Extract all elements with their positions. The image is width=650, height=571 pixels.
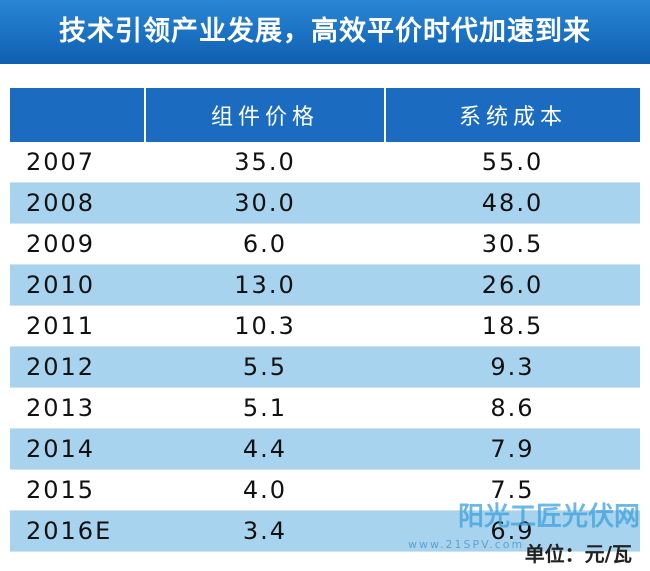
value-cell: 9.3 xyxy=(385,346,640,388)
value-cell: 30.0 xyxy=(145,182,385,224)
year-cell: 2008 xyxy=(10,182,145,224)
value-cell: 7.9 xyxy=(385,428,640,470)
value-cell: 4.0 xyxy=(145,469,385,511)
table-row: 2011 10.3 18.5 xyxy=(10,305,640,347)
value-cell: 26.0 xyxy=(385,264,640,306)
table-row: 2007 35.0 55.0 xyxy=(10,142,640,183)
value-cell: 8.6 xyxy=(385,387,640,429)
price-table: 组件价格 系统成本 2007 35.0 55.0 2008 30.0 48.0 2009 6.0… xyxy=(10,88,640,552)
table-row: 2015 4.0 7.5 xyxy=(10,469,640,511)
watermark: 阳光工匠光伏网 xyxy=(458,502,641,532)
year-cell: 2013 xyxy=(10,387,145,429)
table-row: 2013 5.1 8.6 xyxy=(10,387,640,429)
year-cell: 2012 xyxy=(10,346,145,388)
value-cell: 7.5 xyxy=(385,469,640,511)
value-cell: 10.3 xyxy=(145,305,385,347)
header-cell: 系统成本 xyxy=(385,88,640,142)
header-cell: 组件价格 xyxy=(145,88,386,142)
year-cell: 2016E xyxy=(10,510,145,552)
table-row: 2014 4.4 7.9 xyxy=(10,428,640,470)
unit-note: 单位：元/瓦 xyxy=(524,542,632,566)
value-cell: 35.0 xyxy=(145,142,385,183)
table-row: 2016E 3.4 6.9 xyxy=(10,510,640,552)
header-row: 组件价格 系统成本 xyxy=(10,88,640,142)
year-cell: 2015 xyxy=(10,469,145,511)
value-cell: 30.5 xyxy=(385,223,640,265)
table-row: 2012 5.5 9.3 xyxy=(10,346,640,388)
value-cell: 48.0 xyxy=(385,182,640,224)
title-banner: 技术引领产业发展，高效平价时代加速到来 xyxy=(0,0,650,64)
value-cell: 18.5 xyxy=(385,305,640,347)
value-cell: 6.9 xyxy=(385,510,640,552)
value-cell: 4.4 xyxy=(145,428,385,470)
value-cell: 3.4 xyxy=(145,510,385,552)
table-row: 2010 13.0 26.0 xyxy=(10,264,640,306)
year-cell: 2014 xyxy=(10,428,145,470)
header-cell xyxy=(10,88,146,142)
year-cell: 2009 xyxy=(10,223,145,265)
year-cell: 2010 xyxy=(10,264,145,306)
year-cell: 2007 xyxy=(10,142,145,183)
value-cell: 5.5 xyxy=(145,346,385,388)
year-cell: 2011 xyxy=(10,305,145,347)
value-cell: 5.1 xyxy=(145,387,385,429)
value-cell: 13.0 xyxy=(145,264,385,306)
table-row: 2008 30.0 48.0 xyxy=(10,182,640,224)
value-cell: 55.0 xyxy=(385,142,640,183)
watermark-url: www.21SPV.com xyxy=(408,538,525,551)
table-row: 2009 6.0 30.5 xyxy=(10,223,640,265)
value-cell: 6.0 xyxy=(145,223,385,265)
